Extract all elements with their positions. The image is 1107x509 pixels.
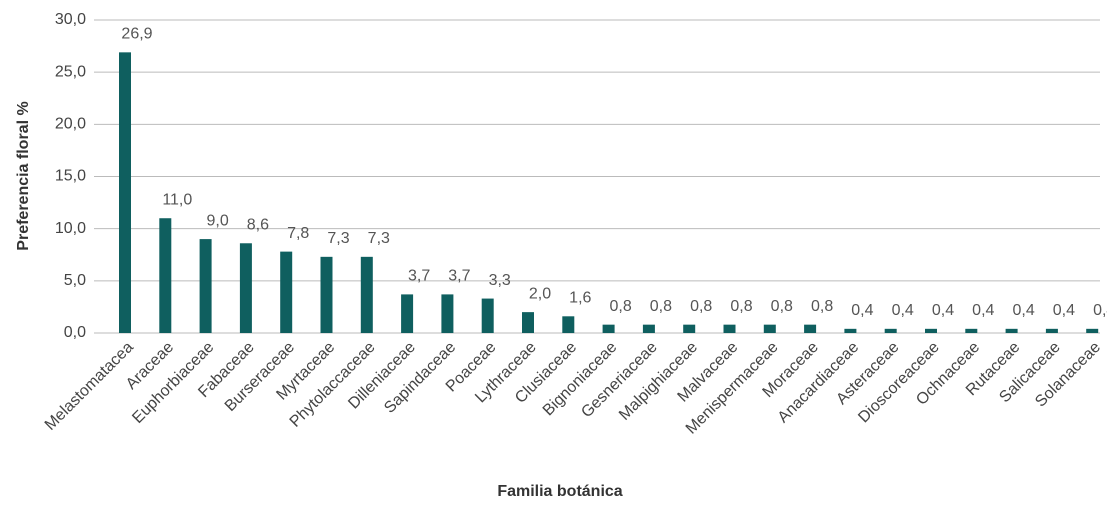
value-label: 0,8 [730, 298, 752, 315]
value-label: 0,4 [932, 302, 954, 319]
bar [683, 324, 696, 333]
value-label: 0,4 [892, 302, 914, 319]
value-label: 0,4 [1053, 302, 1075, 319]
y-tick-label: 30,0 [55, 11, 86, 28]
y-tick-label: 0,0 [64, 324, 86, 341]
bar [441, 294, 454, 333]
value-label: 0,4 [851, 302, 873, 319]
bar [723, 324, 736, 333]
y-tick-label: 10,0 [55, 220, 86, 237]
value-label: 7,8 [287, 225, 309, 242]
value-label: 3,7 [408, 268, 430, 285]
bar [199, 239, 212, 333]
y-tick-label: 20,0 [55, 116, 86, 133]
bar [1086, 328, 1099, 333]
bar [481, 298, 494, 333]
value-label: 8,6 [247, 216, 269, 233]
value-label: 0,4 [1012, 302, 1034, 319]
bar [804, 324, 817, 333]
x-tick-label: Melastomatacea [42, 339, 137, 434]
bar [965, 328, 978, 333]
value-label: 0,4 [1093, 302, 1107, 319]
bar [763, 324, 776, 333]
bar [844, 328, 857, 333]
value-label: 0,8 [690, 298, 712, 315]
value-label: 7,3 [327, 230, 349, 247]
value-label: 9,0 [206, 212, 228, 229]
bar [320, 256, 333, 333]
value-label: 3,7 [448, 268, 470, 285]
bar [1005, 328, 1018, 333]
value-label: 0,4 [972, 302, 994, 319]
bar [1045, 328, 1058, 333]
bar [360, 256, 373, 333]
value-label: 0,8 [771, 298, 793, 315]
y-tick-label: 25,0 [55, 63, 86, 80]
bar [602, 324, 615, 333]
y-axis-title: Preferencia floral % [15, 101, 32, 250]
x-axis-title: Familia botánica [497, 483, 622, 500]
bar [522, 312, 534, 333]
value-label: 2,0 [529, 285, 551, 302]
value-label: 26,9 [121, 26, 152, 43]
bar [239, 243, 252, 333]
y-tick-label: 15,0 [55, 168, 86, 185]
bar [280, 251, 293, 333]
value-label: 11,0 [162, 191, 192, 208]
bar [159, 218, 172, 333]
y-tick-label: 5,0 [64, 272, 86, 289]
value-label: 0,8 [650, 298, 672, 315]
bar [884, 328, 897, 333]
value-label: 7,3 [368, 230, 390, 247]
value-label: 0,8 [609, 298, 631, 315]
bar [925, 328, 937, 333]
value-label: 1,6 [569, 290, 591, 307]
bar [401, 294, 414, 333]
value-label: 3,3 [489, 272, 511, 289]
bar [642, 324, 655, 333]
value-label: 0,8 [811, 298, 833, 315]
bar [119, 52, 131, 334]
bar [562, 316, 575, 333]
